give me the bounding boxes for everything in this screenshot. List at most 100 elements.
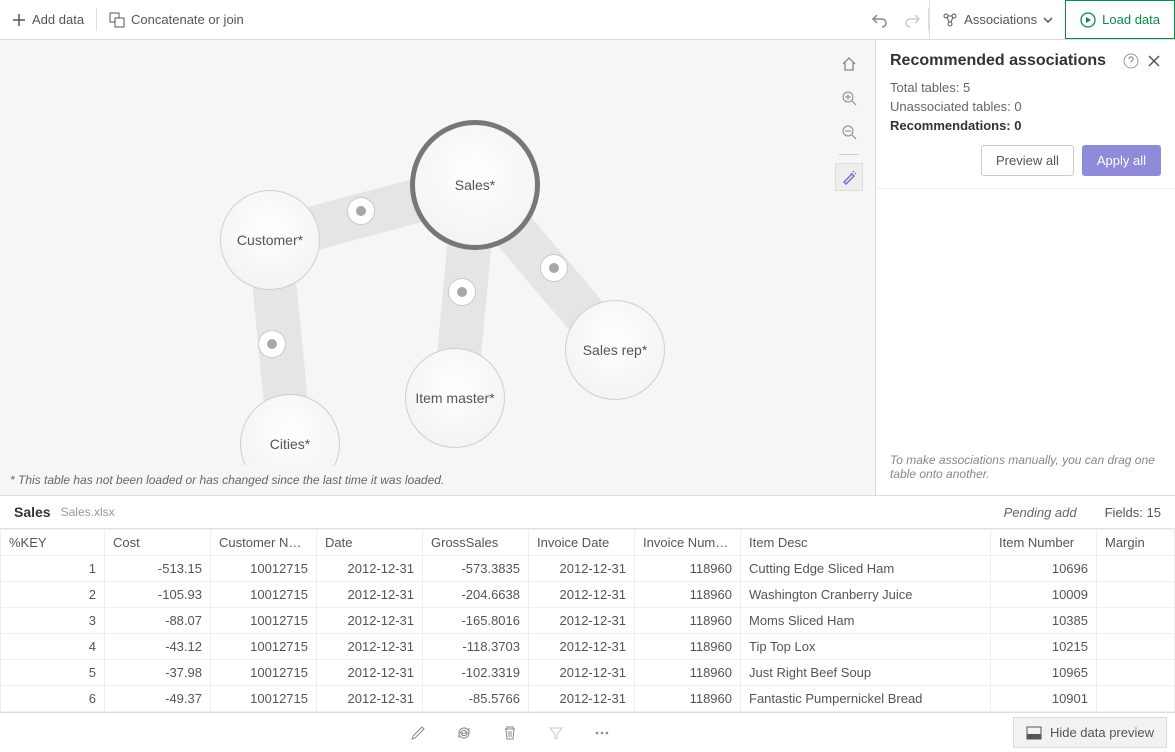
- diagram-link-knob[interactable]: [347, 197, 375, 225]
- zoom-out-button[interactable]: [835, 118, 863, 146]
- table-cell: 2012-12-31: [529, 556, 635, 582]
- table-row[interactable]: 6-49.37100127152012-12-31-85.57662012-12…: [1, 686, 1175, 712]
- table-cell: -204.6638: [423, 582, 529, 608]
- home-button[interactable]: [835, 50, 863, 78]
- unassociated-label: Unassociated tables:: [890, 99, 1011, 114]
- table-cell: Cutting Edge Sliced Ham: [741, 556, 991, 582]
- diagram-node-sales_rep[interactable]: Sales rep*: [565, 300, 665, 400]
- redo-button[interactable]: [896, 0, 928, 39]
- column-header[interactable]: %KEY: [1, 530, 105, 556]
- associations-icon: [942, 12, 958, 28]
- column-header[interactable]: Invoice Num…: [635, 530, 741, 556]
- diagram-node-cities[interactable]: Cities*: [240, 394, 340, 465]
- table-cell: 2012-12-31: [317, 608, 423, 634]
- table-cell: 6: [1, 686, 105, 712]
- preview-all-button[interactable]: Preview all: [981, 145, 1074, 176]
- diagram-canvas[interactable]: Sales* Customer* Cities* Item master* Sales …: [0, 40, 875, 465]
- table-row[interactable]: 5-37.98100127152012-12-31-102.33192012-1…: [1, 660, 1175, 686]
- more-button[interactable]: [590, 721, 614, 745]
- unassociated-value: 0: [1014, 99, 1021, 114]
- redo-icon: [904, 12, 920, 28]
- table-cell: Washington Cranberry Juice: [741, 582, 991, 608]
- table-cell: 10012715: [211, 660, 317, 686]
- table-cell: [1097, 608, 1175, 634]
- diagram-node-customer[interactable]: Customer*: [220, 190, 320, 290]
- diagram-node-sales[interactable]: Sales*: [410, 120, 540, 250]
- main-area: Sales* Customer* Cities* Item master* Sales …: [0, 40, 1175, 496]
- associations-label: Associations: [964, 12, 1037, 27]
- table-cell: 10012715: [211, 608, 317, 634]
- undo-button[interactable]: [864, 0, 896, 39]
- table-cell: 2012-12-31: [317, 686, 423, 712]
- add-data-label: Add data: [32, 12, 84, 27]
- filter-button[interactable]: [544, 721, 568, 745]
- column-header[interactable]: Cost: [105, 530, 211, 556]
- table-cell: 4: [1, 634, 105, 660]
- load-data-button[interactable]: Load data: [1065, 0, 1175, 39]
- table-cell: -37.98: [105, 660, 211, 686]
- total-tables-label: Total tables:: [890, 80, 959, 95]
- table-cell: 10012715: [211, 686, 317, 712]
- close-icon[interactable]: [1147, 54, 1161, 68]
- bottom-toolbar: Hide data preview: [0, 712, 1175, 752]
- hide-data-preview-button[interactable]: Hide data preview: [1013, 717, 1167, 748]
- reload-button[interactable]: [452, 721, 476, 745]
- concatenate-icon: [109, 12, 125, 28]
- diagram-node-item_master[interactable]: Item master*: [405, 348, 505, 448]
- zoom-in-button[interactable]: [835, 84, 863, 112]
- table-cell: 10385: [991, 608, 1097, 634]
- table-cell: -118.3703: [423, 634, 529, 660]
- column-header[interactable]: Invoice Date: [529, 530, 635, 556]
- column-header[interactable]: Item Desc: [741, 530, 991, 556]
- top-toolbar: Add data Concatenate or join Association: [0, 0, 1175, 40]
- plus-icon: [12, 13, 26, 27]
- table-cell: 118960: [635, 686, 741, 712]
- table-cell: 5: [1, 660, 105, 686]
- concatenate-button[interactable]: Concatenate or join: [97, 0, 256, 39]
- edit-button[interactable]: [406, 721, 430, 745]
- table-row[interactable]: 1-513.15100127152012-12-31-573.38352012-…: [1, 556, 1175, 582]
- table-cell: 118960: [635, 660, 741, 686]
- canvas-tools: [833, 50, 865, 191]
- table-cell: -165.8016: [423, 608, 529, 634]
- help-icon[interactable]: [1123, 53, 1139, 69]
- diagram-link-knob[interactable]: [448, 278, 476, 306]
- table-cell: [1097, 660, 1175, 686]
- column-header[interactable]: Customer N…: [211, 530, 317, 556]
- table-cell: -102.3319: [423, 660, 529, 686]
- side-body: [876, 189, 1175, 439]
- play-circle-icon: [1080, 12, 1096, 28]
- column-header[interactable]: Item Number: [991, 530, 1097, 556]
- table-cell: 2: [1, 582, 105, 608]
- magic-wand-button[interactable]: [835, 163, 863, 191]
- column-header[interactable]: Margin: [1097, 530, 1175, 556]
- table-cell: 10965: [991, 660, 1097, 686]
- table-row[interactable]: 4-43.12100127152012-12-31-118.37032012-1…: [1, 634, 1175, 660]
- table-row[interactable]: 3-88.07100127152012-12-31-165.80162012-1…: [1, 608, 1175, 634]
- diagram-link-knob[interactable]: [258, 330, 286, 358]
- table-cell: Just Right Beef Soup: [741, 660, 991, 686]
- table-cell: 10696: [991, 556, 1097, 582]
- canvas-footnote: * This table has not been loaded or has …: [0, 465, 875, 495]
- diagram-link-knob[interactable]: [540, 254, 568, 282]
- undo-icon: [872, 12, 888, 28]
- preview-grid[interactable]: %KEYCostCustomer N…DateGrossSalesInvoice…: [0, 528, 1175, 712]
- apply-all-button[interactable]: Apply all: [1082, 145, 1161, 176]
- side-panel: Recommended associations Total tables: 5…: [875, 40, 1175, 495]
- side-title: Recommended associations: [890, 52, 1115, 70]
- preview-file: Sales.xlsx: [61, 505, 115, 519]
- table-cell: 2012-12-31: [529, 634, 635, 660]
- concatenate-label: Concatenate or join: [131, 12, 244, 27]
- table-cell: 118960: [635, 608, 741, 634]
- add-data-button[interactable]: Add data: [0, 0, 96, 39]
- table-row[interactable]: 2-105.93100127152012-12-31-204.66382012-…: [1, 582, 1175, 608]
- table-cell: Fantastic Pumpernickel Bread: [741, 686, 991, 712]
- table-cell: 10215: [991, 634, 1097, 660]
- table-cell: 2012-12-31: [529, 686, 635, 712]
- column-header[interactable]: Date: [317, 530, 423, 556]
- delete-button[interactable]: [498, 721, 522, 745]
- associations-dropdown[interactable]: Associations: [929, 0, 1065, 39]
- fields-value: 15: [1147, 505, 1161, 520]
- table-cell: [1097, 582, 1175, 608]
- column-header[interactable]: GrossSales: [423, 530, 529, 556]
